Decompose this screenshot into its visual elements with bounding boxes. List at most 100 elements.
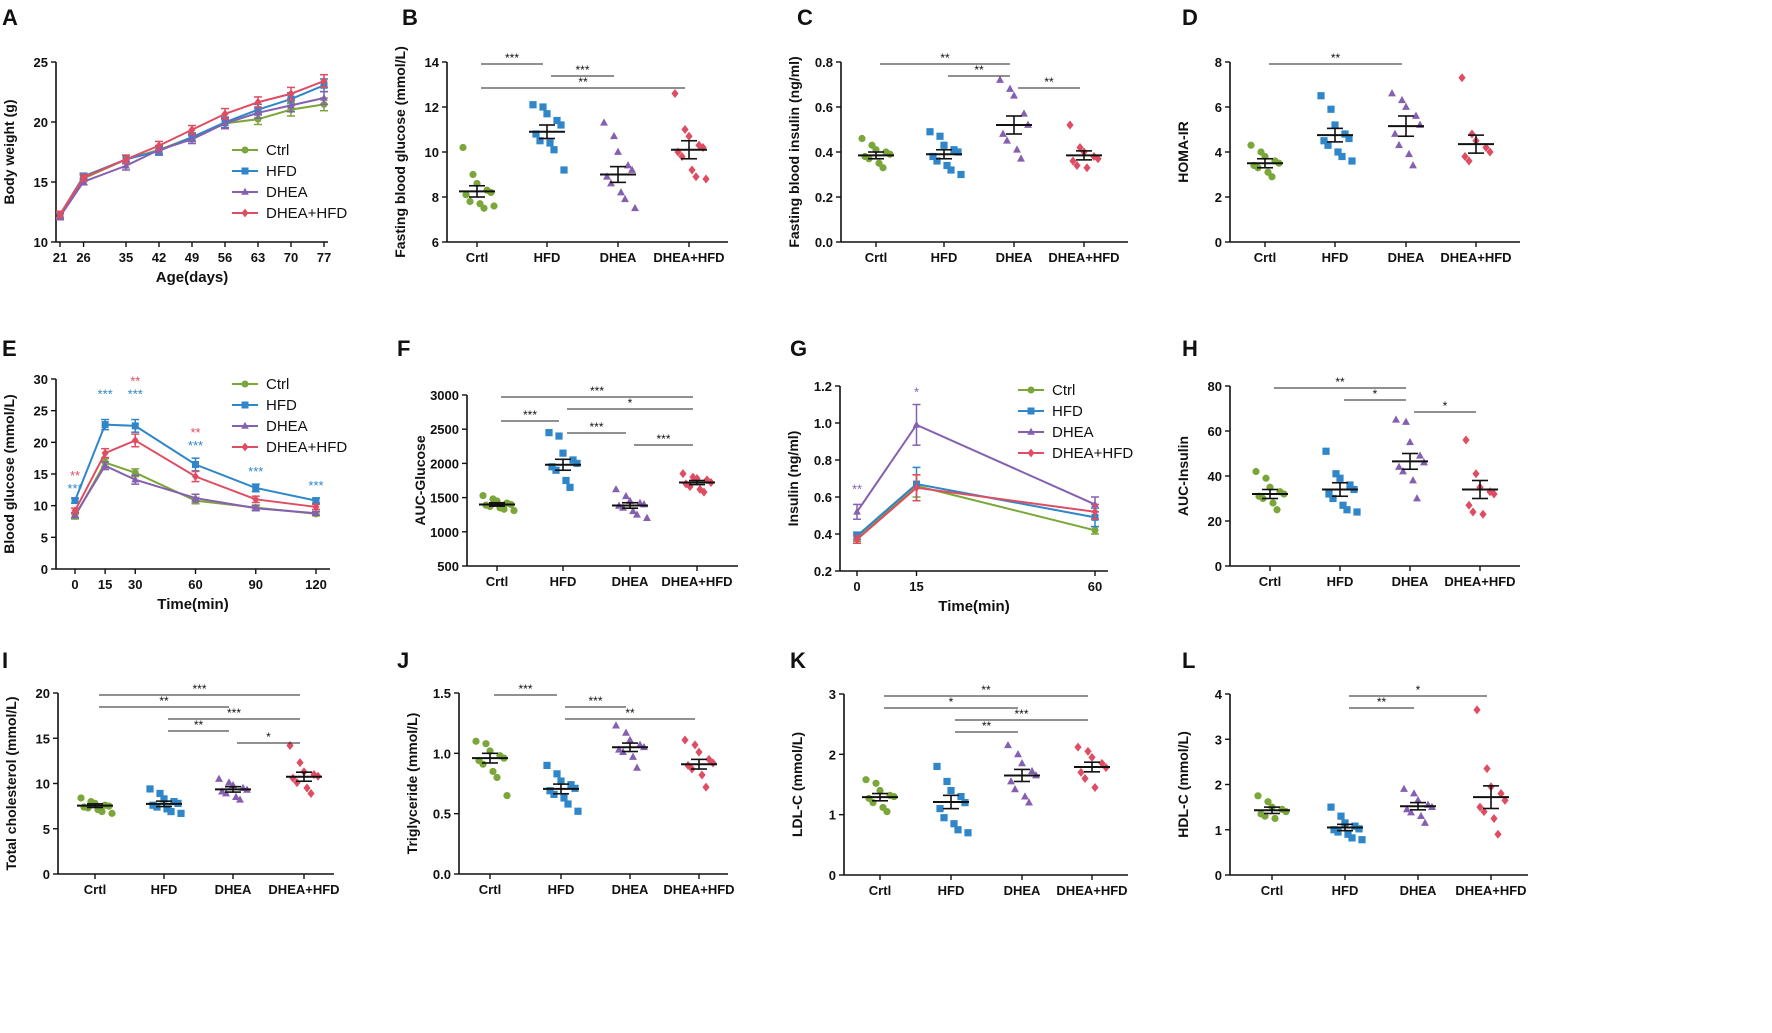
panel-l-group-dhea-hfd-point: [1483, 764, 1491, 774]
panel-l-y-tick-label: 1: [1215, 823, 1222, 838]
panel-e-sig-label: ***: [67, 481, 82, 496]
panel-l-y-tick-label: 0: [1215, 868, 1222, 883]
panel-a-y-tick-label: 25: [34, 55, 48, 70]
panel-g-legend-label: Ctrl: [1052, 382, 1075, 399]
panel-a-x-tick-label: 21: [53, 250, 67, 265]
panel-d-group-dhea-point: [1412, 111, 1420, 119]
panel-k-x-tick-label: DHEA: [1004, 883, 1041, 898]
panel-f-group-dhea-point: [612, 485, 620, 493]
panel-d-group-ctrl-point: [1268, 173, 1276, 181]
panel-e-x-tick-label: 30: [128, 577, 142, 592]
panel-i-group-hfd-point: [149, 801, 157, 809]
panel-h-group-hfd-point: [1336, 474, 1344, 482]
panel-k-group-hfd-point: [943, 777, 951, 786]
panel-a-x-tick-label: 42: [152, 250, 166, 265]
panel-l-group-dhea-point: [1417, 811, 1425, 820]
panel-k-group-hfd-point: [947, 786, 955, 795]
panel-l-y-tick-label: 2: [1215, 778, 1222, 793]
panel-c-group-dhea-point: [999, 129, 1007, 137]
panel-f-group-hfd-point: [566, 483, 574, 491]
panel-k-x-tick-label: DHEA+HFD: [1056, 883, 1127, 898]
panel-d-y-tick-label: 6: [1215, 100, 1222, 115]
panel-j-letter: J: [397, 648, 409, 673]
panel-k-group-dhea-hfd-point: [1077, 767, 1085, 777]
panel-i-group-ctrl-point: [77, 794, 85, 802]
panel-i-group-dhea-hfd-point: [286, 740, 294, 750]
panel-e-y-tick-label: 10: [34, 499, 48, 514]
panel-h-group-dhea-point: [1402, 417, 1410, 425]
panel-k-letter: K: [790, 648, 806, 673]
panel-j-sig-label: ***: [588, 694, 602, 708]
panel-a-x-tick-label: 49: [185, 250, 199, 265]
panel-a-series-dhea-hfd-point: [56, 210, 64, 219]
panel-h-letter: H: [1182, 336, 1198, 361]
panel-f-group-dhea-hfd-point: [679, 469, 687, 479]
panel-e-x-tick-label: 0: [71, 577, 78, 592]
panel-f-y-tick-label: 3000: [430, 388, 459, 403]
panel-k-group-dhea-hfd-point: [1074, 742, 1082, 752]
panel-h-group-hfd-point: [1322, 447, 1330, 455]
panel-e-series-dhea-point: [251, 504, 260, 511]
panel-a-series-dhea-hfd-point: [122, 155, 130, 164]
panel-j-group-dhea-hfd-point: [702, 782, 710, 792]
panel-g-y-tick-label: 1.2: [814, 379, 832, 394]
panel-i-group-dhea-hfd-point: [303, 783, 311, 793]
panel-l-y-tick-label: 4: [1215, 687, 1223, 702]
panel-e-sig-label: ***: [308, 478, 323, 493]
panel-a-series-dhea-hfd-point: [221, 109, 229, 119]
panel-i-group-dhea-hfd-point: [307, 788, 315, 798]
panel-f-group-dhea-point: [643, 513, 651, 521]
panel-c-y-tick-label: 0.6: [815, 100, 833, 115]
panel-a-x-tick-label: 77: [317, 250, 331, 265]
panel-b-x-tick-label: Crtl: [466, 250, 488, 265]
panel-g-series-dhea-hfd-point: [1091, 507, 1099, 517]
panel-d-group-dhea-point: [1405, 149, 1413, 158]
panel-c-group-dhea-point: [1017, 154, 1025, 162]
panel-d-x-tick-label: DHEA+HFD: [1440, 250, 1511, 265]
panel-f-sig-label: ***: [590, 384, 604, 398]
panel-g-series-ctrl-line: [856, 484, 1096, 539]
panel-f: F 500 1000 1500 2000 2500 3000 AUC-Glucose Crtl H…: [397, 336, 738, 589]
panel-e-series-dhea-point: [101, 461, 109, 469]
panel-j-group-ctrl-point: [503, 791, 511, 800]
panel-i-x-tick-label: DHEA+HFD: [268, 882, 339, 897]
panel-h-sig-label: *: [1443, 399, 1448, 413]
panel-h-group-dhea-hfd-point: [1462, 435, 1470, 445]
panel-k-sig-label: *: [949, 695, 954, 709]
panel-i-x-tick-label: DHEA: [215, 882, 252, 897]
panel-e-x-tick-label: 60: [188, 577, 202, 592]
panel-e-y-tick-label: 20: [34, 435, 48, 450]
panel-l-group-hfd-point: [1355, 825, 1363, 833]
panel-d-y-tick-label: 0: [1215, 235, 1222, 250]
panel-k-group-dhea-hfd-point: [1084, 746, 1092, 756]
panel-d-group-dhea-point: [1391, 129, 1399, 137]
panel-g-y-tick-label: 0.6: [814, 490, 832, 505]
panel-b-group-dhea-hfd-point: [671, 89, 679, 98]
panel-a-x-tick-label: 26: [76, 250, 90, 265]
panel-l-x-tick-label: DHEA: [1400, 883, 1437, 898]
panel-k-y-tick-label: 1: [829, 808, 836, 823]
panel-j-group-ctrl-point: [489, 767, 497, 776]
panel-k-group-dhea-hfd-point: [1081, 773, 1089, 783]
panel-a-legend-label: DHEA: [266, 184, 308, 201]
panel-j-group-ctrl-point: [482, 740, 490, 748]
panel-a-y-tick-label: 20: [34, 115, 48, 130]
panel-j-x-tick-label: HFD: [548, 882, 575, 897]
panel-c-group-hfd-point: [954, 148, 962, 156]
panel-d-x-tick-label: Crtl: [1254, 250, 1276, 265]
panel-i-y-tick-label: 15: [36, 731, 50, 746]
panel-g-legend-label: DHEA+HFD: [1052, 445, 1133, 462]
panel-g-series-dhea-point: [912, 420, 921, 428]
panel-d-group-dhea-hfd-point: [1458, 73, 1466, 83]
panel-j-group-hfd-point: [560, 794, 568, 802]
panel-c-group-dhea-point: [1003, 136, 1011, 144]
panel-g-legend-marker: [1027, 386, 1035, 394]
panel-j-group-ctrl-point: [493, 773, 501, 782]
panel-c-group-hfd-point: [950, 146, 958, 154]
panel-b-group-ctrl-point: [462, 191, 470, 199]
panel-e-legend-label: DHEA: [266, 418, 308, 435]
panel-h-group-dhea-hfd-point: [1486, 487, 1494, 497]
panel-k-sig-label: ***: [1014, 707, 1028, 721]
panel-j-group-dhea-point: [615, 745, 623, 753]
panel-k-group-ctrl-point: [862, 776, 870, 784]
